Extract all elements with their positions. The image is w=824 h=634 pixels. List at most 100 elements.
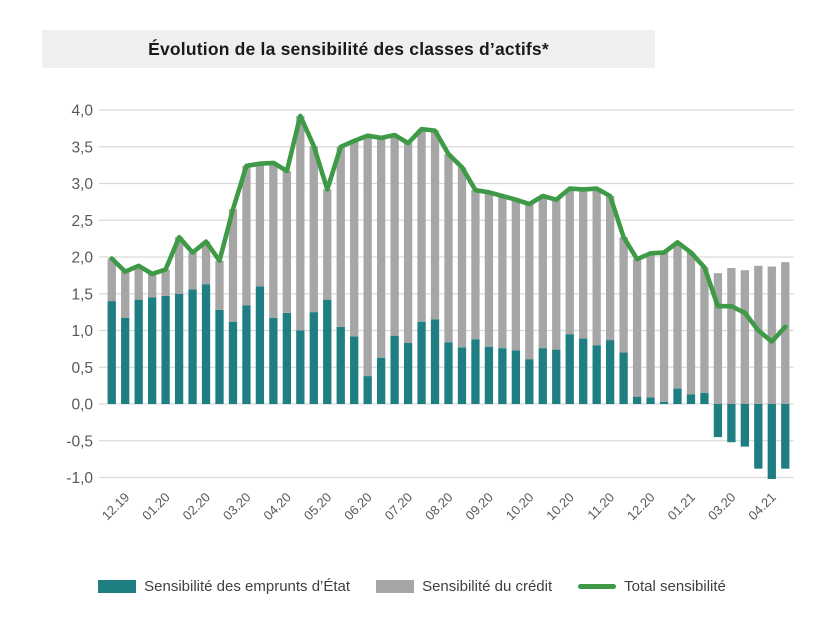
x-tick-label: 08.20 [422,490,456,524]
bar-credit-segment [309,146,318,313]
x-tick-label: 10.20 [503,490,537,524]
bar-state-bonds-segment [201,284,211,404]
y-tick-label: 4,0 [71,103,93,120]
bar-state-bonds-segment [363,376,372,404]
x-tick-label: 04.20 [260,490,294,524]
bar-credit-segment [430,130,440,320]
chart-title: Évolution de la sensibilité des classes … [148,38,549,59]
legend-item-credit: Sensibilité du crédit [376,578,552,595]
x-tick-label: 11.20 [584,490,617,523]
x-tick-label: 09.20 [462,490,496,524]
bar-state-bonds-segment [255,286,265,404]
bar-credit-segment [336,146,345,327]
bar-credit-segment [403,143,413,343]
bar-credit-segment [713,273,723,404]
bar-state-bonds-segment [565,334,574,404]
bar-credit-segment [161,269,170,296]
bar-credit-segment [390,134,399,336]
x-tick-label: 04.21 [745,490,779,524]
bar-state-bonds-segment [296,330,305,404]
x-tick-label: 01.21 [664,490,698,524]
bar-state-bonds-segment [350,336,359,404]
y-tick-label: 0,0 [71,397,93,414]
bar-state-bonds-segment [107,301,116,404]
bar-credit-segment [134,265,143,300]
bar-credit-segment [107,258,116,302]
x-tick-label: 06.20 [341,490,375,524]
bar-credit-segment [579,189,588,339]
x-tick-label: 12.20 [624,490,658,524]
bar-state-bonds-segment [754,404,763,469]
bar-credit-segment [592,188,601,346]
x-tick-label: 03.20 [220,490,254,524]
y-tick-label: 0,5 [71,360,93,377]
bar-credit-segment [727,268,736,404]
bar-state-bonds-segment [781,404,790,469]
bar-credit-segment [673,242,682,389]
bar-state-bonds-segment [525,359,534,404]
bar-credit-segment [605,195,615,341]
bar-state-bonds-segment [484,346,494,404]
x-tick-label: 10.20 [543,490,577,524]
bar-state-bonds-segment [430,319,440,404]
bar-credit-segment [700,267,709,393]
bar-credit-segment [444,154,453,343]
x-tick-label: 02.20 [180,490,214,524]
y-tick-label: 2,0 [71,250,93,267]
bar-state-bonds-segment [242,305,251,404]
bar-state-bonds-segment [700,392,709,404]
bar-state-bonds-segment [309,312,318,404]
legend-label-state-bonds: Sensibilité des emprunts d’État [144,578,351,595]
legend-item-state-bonds: Sensibilité des emprunts d’État [98,578,350,595]
bar-credit-segment [646,253,655,398]
bar-credit-segment [457,167,467,348]
bar-credit-segment [323,189,332,300]
credit-color-swatch [376,580,415,593]
bar-credit-segment [242,165,251,306]
bar-state-bonds-segment [592,345,601,404]
bar-state-bonds-segment [673,388,682,404]
bar-state-bonds-segment [713,404,723,438]
x-tick-label: 01.20 [139,490,173,524]
bar-credit-segment [498,195,507,349]
chart-title-band: Évolution de la sensibilité des classes … [42,30,655,68]
y-tick-label: 1,5 [71,286,93,303]
bar-state-bonds-segment [538,348,547,404]
bar-state-bonds-segment [511,350,521,404]
y-tick-label: -0,5 [66,433,93,450]
bar-state-bonds-segment [390,335,399,404]
bar-state-bonds-segment [632,396,642,404]
bar-credit-segment [511,199,521,351]
bar-credit-segment [471,190,480,340]
bar-state-bonds-segment [269,318,278,404]
bar-state-bonds-segment [457,347,467,404]
bar-state-bonds-segment [403,342,413,404]
bar-credit-segment [188,252,197,290]
bar-state-bonds-segment [121,318,130,404]
legend-item-total: Total sensibilité [578,578,726,595]
bar-credit-segment [228,209,238,322]
total-line [109,113,788,344]
bar-credit-segment [754,265,763,404]
bar-state-bonds-segment [552,349,561,404]
state-bonds-color-swatch [98,580,137,593]
bar-state-bonds-segment [228,321,238,404]
bar-state-bonds-segment [727,404,736,443]
bar-credit-segment [632,259,642,397]
bar-state-bonds-segment [161,295,170,404]
y-tick-label: 3,0 [71,176,93,193]
bar-state-bonds-segment [767,404,776,479]
legend-label-credit: Sensibilité du crédit [422,578,553,595]
bar-credit-segment [767,266,776,404]
bar-credit-segment [565,188,574,335]
bar-state-bonds-segment [740,404,750,447]
bar-state-bonds-segment [376,357,386,404]
y-tick-label: 2,5 [71,213,93,230]
bar-state-bonds-segment [336,326,345,404]
bar-credit-segment [417,129,426,322]
bar-credit-segment [363,135,372,377]
bar-credit-segment [552,199,561,350]
bar-state-bonds-segment [174,293,184,404]
bar-credit-segment [147,273,157,298]
